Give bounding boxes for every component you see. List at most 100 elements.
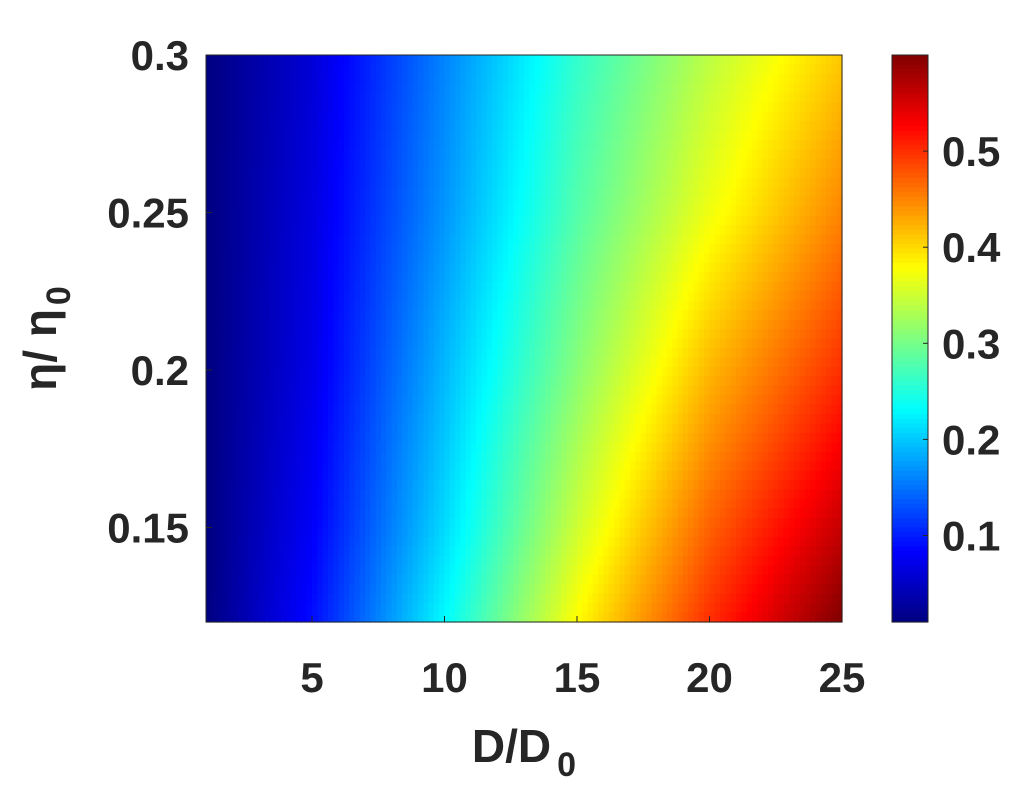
heatmap-cell <box>259 310 265 321</box>
heatmap-cell <box>338 584 345 595</box>
heatmap-cell <box>433 253 440 264</box>
heatmap-cell <box>280 347 287 358</box>
heatmap-cell <box>317 300 324 311</box>
heatmap-cell <box>640 404 647 415</box>
heatmap-cell <box>280 612 287 623</box>
heatmap-cell <box>439 64 446 75</box>
heatmap-cell <box>375 272 382 283</box>
heatmap-cell <box>640 508 647 519</box>
heatmap-cell <box>433 451 440 462</box>
heatmap-cell <box>274 187 281 198</box>
heatmap-cell <box>566 518 573 529</box>
heatmap-cell <box>449 480 456 491</box>
heatmap-cell <box>338 395 345 406</box>
heatmap-cell <box>444 461 451 472</box>
heatmap-cell <box>433 206 440 217</box>
heatmap-cell <box>227 612 234 623</box>
heatmap-cell <box>640 338 647 349</box>
heatmap-cell <box>312 262 318 273</box>
heatmap-cell <box>582 423 589 434</box>
heatmap-cell <box>301 423 308 434</box>
heatmap-cell <box>513 574 520 585</box>
heatmap-cell <box>301 140 308 151</box>
heatmap-cell <box>312 451 318 462</box>
heatmap-cell <box>481 433 488 444</box>
heatmap-cell <box>269 565 276 576</box>
heatmap-cell <box>592 73 599 84</box>
heatmap-cell <box>375 385 382 396</box>
heatmap-cell <box>577 253 583 264</box>
heatmap-cell <box>359 338 366 349</box>
heatmap-cell <box>359 555 366 566</box>
heatmap-cell <box>465 385 472 396</box>
heatmap-cell <box>577 272 583 283</box>
heatmap-cell <box>322 376 329 387</box>
heatmap-cell <box>306 234 313 245</box>
heatmap-cell <box>227 234 234 245</box>
heatmap-cell <box>624 121 631 132</box>
heatmap-cell <box>449 555 456 566</box>
heatmap-cell <box>243 121 249 132</box>
heatmap-cell <box>211 527 218 538</box>
heatmap-cell <box>306 158 313 169</box>
heatmap-cell <box>343 92 350 103</box>
heatmap-cell <box>365 612 371 623</box>
heatmap-cell <box>640 177 647 188</box>
heatmap-cell <box>476 187 483 198</box>
heatmap-cell <box>587 225 594 236</box>
heatmap-cell <box>439 508 446 519</box>
heatmap-cell <box>423 366 430 377</box>
heatmap-cell <box>269 234 276 245</box>
heatmap-cell <box>550 518 557 529</box>
heatmap-cell <box>206 546 212 557</box>
heatmap-cell <box>598 442 605 453</box>
heatmap-cell <box>264 158 271 169</box>
heatmap-cell <box>312 329 318 340</box>
heatmap-cell <box>428 603 435 614</box>
heatmap-cell <box>439 130 446 141</box>
heatmap-cell <box>322 187 329 198</box>
heatmap-cell <box>534 546 541 557</box>
heatmap-cell <box>327 281 334 292</box>
heatmap-cell <box>317 83 324 94</box>
heatmap-cell <box>513 518 520 529</box>
heatmap-cell <box>550 177 557 188</box>
heatmap-cell <box>550 470 557 481</box>
heatmap-cell <box>486 234 493 245</box>
heatmap-cell <box>221 499 228 510</box>
heatmap-cell <box>221 130 228 141</box>
heatmap-cell <box>370 357 377 368</box>
heatmap-cell <box>317 480 324 491</box>
heatmap-cell <box>418 555 424 566</box>
heatmap-cell <box>476 555 483 566</box>
heatmap-cell <box>380 574 387 585</box>
heatmap-cell <box>619 215 626 226</box>
heatmap-cell <box>635 102 642 113</box>
heatmap-cell <box>529 149 536 160</box>
heatmap-cell <box>598 461 605 472</box>
heatmap-cell <box>449 244 456 255</box>
heatmap-cell <box>280 225 287 236</box>
heatmap-cell <box>433 433 440 444</box>
heatmap-cell <box>471 536 477 547</box>
heatmap-cell <box>635 433 642 444</box>
heatmap-cell <box>476 196 483 207</box>
heatmap-cell <box>227 508 234 519</box>
heatmap-cell <box>306 414 313 425</box>
heatmap-cell <box>237 272 244 283</box>
heatmap-cell <box>455 461 461 472</box>
heatmap-cell <box>253 206 260 217</box>
heatmap-cell <box>407 565 414 576</box>
heatmap-cell <box>571 253 578 264</box>
heatmap-cell <box>216 376 223 387</box>
heatmap-cell <box>317 319 324 330</box>
heatmap-cell <box>418 574 424 585</box>
heatmap-cell <box>343 291 350 302</box>
heatmap-cell <box>439 423 446 434</box>
heatmap-cell <box>211 603 218 614</box>
heatmap-cell <box>322 310 329 321</box>
heatmap-cell <box>312 121 318 132</box>
heatmap-cell <box>365 499 371 510</box>
heatmap-cell <box>327 470 334 481</box>
heatmap-cell <box>481 225 488 236</box>
